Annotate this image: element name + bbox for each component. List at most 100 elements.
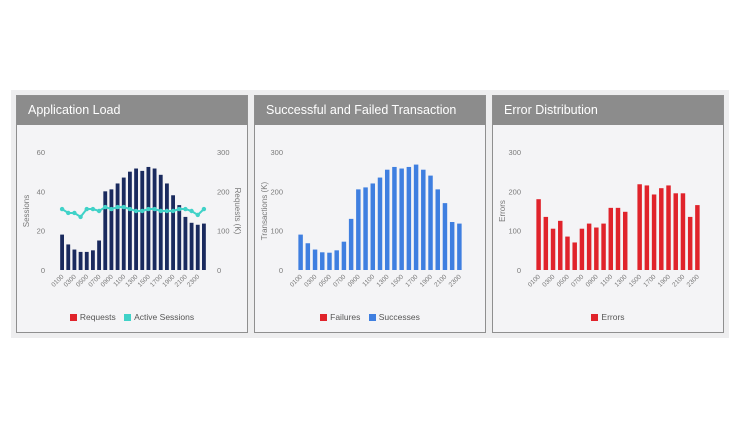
- y2-tick-label: 300: [217, 148, 230, 157]
- legend-label: Requests: [79, 312, 116, 322]
- x-tick-label: 1300: [375, 273, 390, 288]
- line-point: [59, 206, 65, 212]
- bar: [109, 189, 114, 270]
- bar: [428, 175, 433, 270]
- bar: [334, 250, 339, 270]
- bar: [78, 251, 83, 270]
- x-tick-label: 1900: [161, 273, 176, 288]
- bar: [421, 169, 426, 270]
- failures-swatch-icon: [320, 314, 328, 321]
- bar: [356, 189, 361, 270]
- y-axis-label: Sessions: [22, 195, 31, 227]
- y-tick-label: 0: [517, 266, 521, 275]
- bar: [115, 183, 120, 270]
- x-tick-label: 1100: [112, 273, 127, 288]
- bar: [348, 218, 354, 270]
- bar: [158, 174, 163, 270]
- line-point: [152, 206, 157, 212]
- x-tick-label: 1500: [137, 273, 152, 288]
- line-point: [121, 204, 126, 210]
- bar: [312, 249, 318, 270]
- bar: [644, 185, 650, 270]
- x-tick-label: 1300: [124, 273, 139, 288]
- bar: [177, 205, 182, 270]
- bar: [195, 224, 200, 270]
- panel-error-distribution: Error Distribution 0 100 200 300 Errors 0100 0…: [492, 95, 724, 333]
- y-tick-label: 20: [37, 227, 45, 236]
- x-tick-label: 0500: [318, 273, 333, 288]
- legend-item-requests[interactable]: Requests: [69, 312, 116, 322]
- bar: [680, 193, 686, 270]
- bar: [189, 222, 194, 270]
- bar: [594, 227, 599, 270]
- line-point: [170, 208, 176, 214]
- y-tick-label: 40: [37, 187, 45, 196]
- bar: [84, 251, 89, 270]
- bar: [543, 216, 549, 270]
- chart-legend: Requests Active Sessions: [17, 312, 247, 322]
- x-tick-label: 1500: [390, 273, 405, 288]
- bar: [97, 240, 101, 270]
- x-tick-label: 1300: [613, 273, 628, 288]
- y-axis-label: Transactions (K): [260, 181, 269, 240]
- x-tick-label: 2100: [174, 273, 189, 288]
- line-point: [103, 204, 108, 210]
- line-point: [115, 204, 120, 210]
- x-tick-label: 2300: [186, 273, 201, 288]
- x-tick-label: 1100: [599, 273, 614, 288]
- y-tick-label: 300: [508, 148, 521, 157]
- bar: [140, 170, 145, 270]
- x-tick-label: 1900: [657, 273, 672, 288]
- bar: [327, 252, 332, 270]
- x-tick-label: 0100: [289, 273, 304, 288]
- bar: [687, 216, 693, 270]
- x-tick-label: 1100: [361, 273, 376, 288]
- bar: [695, 205, 700, 270]
- x-tick-label: 0700: [332, 273, 347, 288]
- bar: [673, 193, 678, 270]
- bar: [363, 187, 368, 270]
- bar: [651, 194, 657, 270]
- bar: [442, 203, 448, 270]
- x-tick-label: 1700: [404, 273, 419, 288]
- line-point: [140, 208, 145, 214]
- x-tick-label: 1500: [628, 273, 643, 288]
- requests-swatch-icon: [69, 314, 77, 321]
- bar: [152, 168, 157, 270]
- bar: [622, 211, 628, 270]
- y-tick-label: 60: [37, 148, 45, 157]
- line-point: [90, 206, 96, 212]
- bar: [128, 171, 132, 270]
- panel-title: Application Load: [17, 96, 247, 125]
- line-point: [158, 208, 163, 214]
- bar: [457, 223, 462, 270]
- legend-item-errors[interactable]: Errors: [591, 312, 625, 322]
- legend-label: Failures: [330, 312, 361, 322]
- line-point: [84, 206, 89, 212]
- bar: [91, 250, 95, 270]
- legend-label: Active Sessions: [134, 312, 195, 322]
- x-tick-label: 0700: [87, 273, 102, 288]
- x-tick-label: 2300: [448, 273, 463, 288]
- legend-item-failures[interactable]: Failures: [320, 312, 360, 322]
- errors-swatch-icon: [591, 314, 599, 321]
- bar: [435, 189, 440, 270]
- line-point: [66, 210, 71, 216]
- y-tick-label: 200: [270, 187, 283, 196]
- series-line: [61, 205, 205, 219]
- bar: [305, 243, 311, 270]
- bar: [320, 252, 325, 270]
- bar: [146, 166, 151, 270]
- bar: [171, 195, 175, 270]
- legend-item-successes[interactable]: Successes: [368, 312, 420, 322]
- bar: [399, 168, 404, 270]
- legend-item-active-sessions[interactable]: Active Sessions: [124, 312, 194, 322]
- line-point: [201, 206, 207, 212]
- successes-swatch-icon: [368, 314, 376, 321]
- x-tick-label: 0300: [541, 273, 556, 288]
- x-tick-label: 1900: [419, 273, 434, 288]
- y-tick-label: 100: [508, 227, 521, 236]
- legend-label: Successes: [378, 312, 420, 322]
